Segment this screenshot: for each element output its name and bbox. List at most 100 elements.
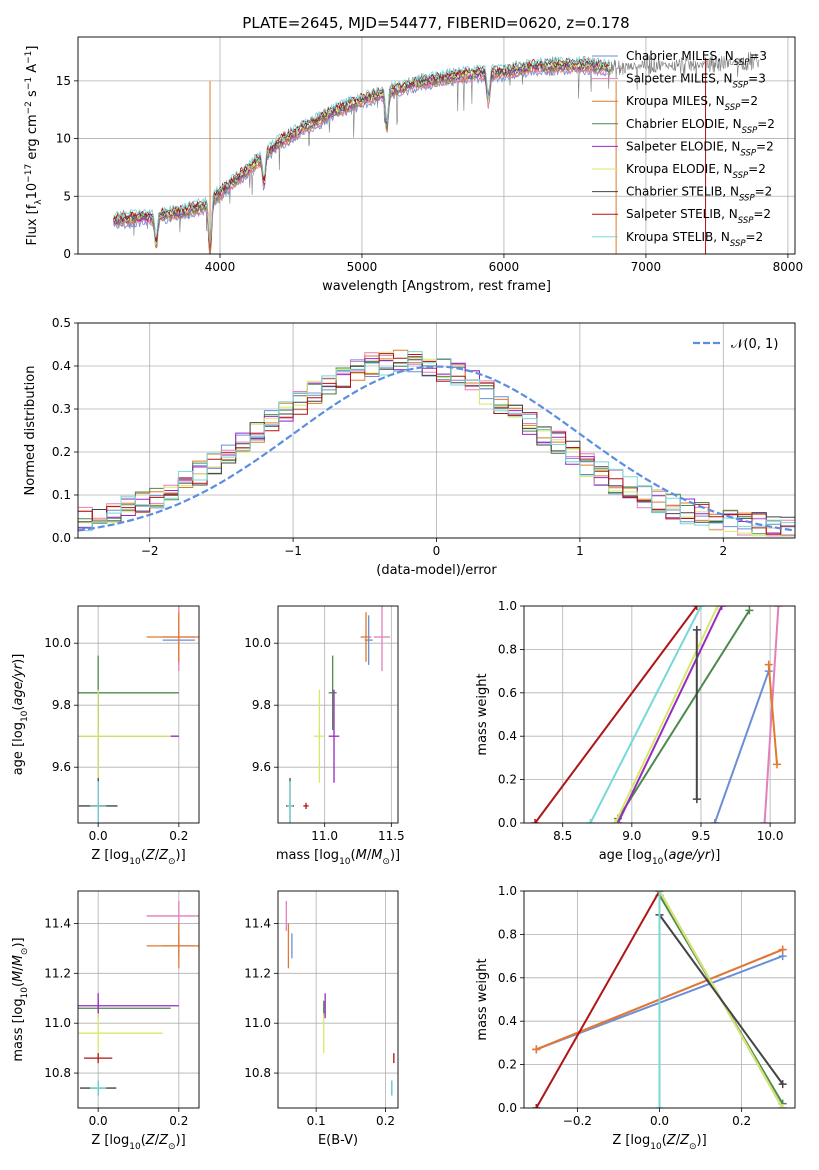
y-tick-label: 9.6 (252, 760, 271, 774)
x-tick-label: 6000 (489, 260, 520, 274)
weight-marker (531, 819, 540, 823)
y-tick-label: 0 (63, 247, 71, 261)
legend-label-kroupa-stelib: Kroupa STELIB, NSSP=2 (626, 230, 763, 249)
weight-marker (586, 819, 595, 823)
axes-frame (277, 605, 399, 824)
x-tick-label: 8.5 (553, 829, 572, 843)
y-tick-label: 0.4 (52, 359, 71, 373)
errorbar-salpeter-stelib (303, 802, 309, 810)
x-tick-label: 0.2 (169, 1114, 188, 1128)
y-tick-label: 9.8 (252, 698, 271, 712)
y-axis-label: mass weight (475, 673, 490, 755)
weight-line (658, 914, 784, 1085)
series-chabrier-miles (710, 667, 773, 823)
weight-line (589, 606, 702, 823)
axes-frame (77, 890, 200, 1109)
y-tick-label: 11.4 (244, 916, 271, 930)
y-tick-label: 0.2 (52, 445, 71, 459)
y-tick-label: 11.0 (44, 1016, 71, 1030)
x-tick-label: −0.2 (563, 1114, 592, 1128)
series-salpeter-miles (760, 606, 783, 823)
x-tick-label: 1 (576, 544, 584, 558)
weight-marker (760, 819, 769, 823)
errorbar-chabrier-elodie (328, 655, 337, 730)
weight-marker (532, 1104, 541, 1108)
x-tick-label: 0.0 (89, 829, 108, 843)
y-tick-label: 0.0 (52, 531, 71, 545)
panel-weight_vs_Z: −0.2 0.0 0.2 0.0 0.2 0.4 0.6 0.8 1.0 Z [log10(Z/Z… (475, 884, 796, 1152)
y-tick-label: 0.4 (498, 729, 517, 743)
y-tick-label: 10.0 (244, 636, 271, 650)
y-tick-label: 0.5 (52, 316, 71, 330)
x-tick-label: 4000 (205, 260, 236, 274)
y-tick-label: 9.8 (52, 698, 71, 712)
x-axis-label: age [log10(age/yr)] (599, 848, 721, 867)
x-tick-label: 7000 (631, 260, 662, 274)
y-axis-label: mass [log10(M/M⊙)] (11, 937, 30, 1061)
histogram-salpeter-stelib (78, 353, 795, 535)
errorbar-kroupa-elodie (78, 1013, 163, 1054)
errorbar-salpeter-miles (374, 606, 390, 672)
weight-line (713, 670, 770, 823)
errorbar-kroupa-stelib (90, 781, 107, 823)
model-line-salpeter-stelib (113, 57, 611, 253)
panel-weight_vs_age: 8.5 9.0 9.5 10.0 0.0 0.2 0.4 0.6 0.8 1.0 age [log1… (475, 599, 796, 867)
model-line-kroupa-stelib (113, 55, 611, 247)
plot-area (531, 606, 783, 823)
y-tick-label: 0.4 (498, 1014, 517, 1028)
weight-marker (764, 660, 773, 669)
legend-label-chabrier-stelib: Chabrier STELIB, NSSP=2 (626, 185, 772, 204)
figure-title: PLATE=2645, MJD=54477, FIBERID=0620, z=0… (242, 14, 629, 32)
panel-mass_vs_ebv: 0.1 0.2 10.8 11.0 11.2 11.4 E(B-V) (244, 890, 399, 1148)
y-axis-label: Normed distribution (23, 366, 38, 496)
axes-frame (277, 890, 399, 1109)
weight-marker (713, 606, 722, 610)
y-tick-label: 0.0 (498, 1101, 517, 1115)
legend-label-chabrier-elodie: Chabrier ELODIE, NSSP=2 (626, 117, 775, 136)
y-tick-label: 0.6 (498, 971, 517, 985)
series-kroupa-miles (764, 660, 782, 769)
axes-frame (523, 890, 796, 1109)
weight-marker (532, 1045, 541, 1054)
weight-marker (692, 795, 701, 804)
weight-line (614, 606, 719, 823)
weight-marker (774, 606, 783, 610)
x-tick-label: 0.0 (650, 1114, 669, 1128)
y-axis-label: mass weight (475, 958, 490, 1040)
legend-label-salpeter-stelib: Salpeter STELIB, NSSP=2 (626, 207, 771, 226)
panel-residuals: −2 −1 0 1 2 0.0 0.1 0.2 0.3 0.4 0.5 (data-model)/er… (23, 316, 796, 578)
errorbar-kroupa-stelib (90, 1080, 107, 1096)
y-tick-label: 11.0 (244, 1016, 271, 1030)
weight-marker (655, 1104, 664, 1108)
errorbar-kroupa-elodie (314, 689, 325, 783)
weight-marker (717, 606, 726, 610)
axes-frame (523, 605, 796, 824)
series-salpeter-stelib (532, 891, 664, 1108)
series-kroupa-stelib (586, 606, 705, 823)
errorbar-kroupa-miles (146, 923, 199, 969)
x-axis-label: Z [log10(Z/Z⊙)] (612, 1133, 706, 1152)
errorbar-kroupa-miles (146, 612, 199, 662)
y-tick-label: 1.0 (498, 884, 517, 898)
x-tick-label: 0 (433, 544, 441, 558)
x-tick-label: 11.0 (311, 829, 338, 843)
plot-area (78, 349, 795, 537)
normal-curve (78, 365, 795, 532)
weight-marker (655, 891, 664, 895)
x-axis-label: (data-model)/error (376, 563, 497, 578)
x-tick-label: 2 (719, 544, 727, 558)
weight-marker (611, 819, 620, 823)
x-tick-label: −1 (284, 544, 302, 558)
axes-frame (77, 605, 200, 824)
y-tick-label: 1.0 (498, 599, 517, 613)
x-axis-label: E(B-V) (318, 1133, 358, 1148)
weight-line (535, 891, 661, 1108)
plot-area (532, 891, 787, 1108)
y-tick-label: 0.8 (498, 642, 517, 656)
legend-label-salpeter-elodie: Salpeter ELODIE, NSSP=2 (626, 139, 774, 158)
y-axis-label: Flux [fλ10−17 erg cm−2 s−1 A−1] (24, 46, 44, 246)
x-tick-label: 0.2 (732, 1114, 751, 1128)
weight-line (763, 606, 780, 823)
weight-marker (710, 819, 719, 823)
y-tick-label: 0.2 (498, 1058, 517, 1072)
